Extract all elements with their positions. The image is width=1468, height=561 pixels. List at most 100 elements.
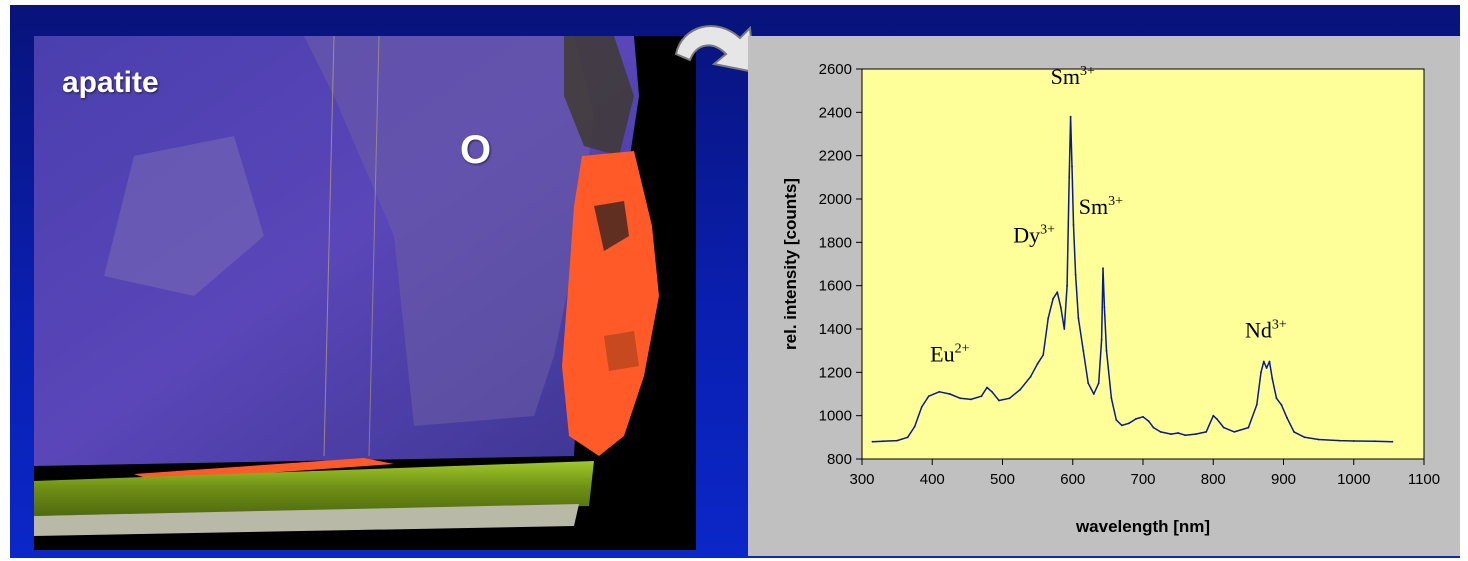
data-point <box>871 440 874 443</box>
data-point <box>1373 440 1376 443</box>
data-point <box>1247 426 1250 429</box>
data-point <box>1102 267 1104 270</box>
peak-label: Nd3+ <box>1245 318 1287 343</box>
data-point <box>1286 416 1288 419</box>
data-point <box>913 425 916 428</box>
data-point <box>1074 273 1077 276</box>
data-point <box>1077 317 1080 320</box>
data-point <box>1128 422 1130 425</box>
x-tick-label: 600 <box>1060 471 1085 488</box>
peak-label: Sm3+ <box>1051 64 1095 89</box>
data-point <box>1071 165 1073 168</box>
peak-label: Dy3+ <box>1013 222 1055 247</box>
data-point <box>1029 375 1032 378</box>
data-point <box>1177 432 1179 434</box>
y-tick-label: 2200 <box>819 148 852 165</box>
peak-label-element: Dy <box>1013 222 1040 247</box>
data-point <box>986 386 988 389</box>
x-tick-label: 900 <box>1271 471 1296 488</box>
x-axis: 300 400 500 600 700 800 900 1000 1100 <box>849 459 1440 488</box>
data-point <box>1147 420 1150 422</box>
data-points <box>871 115 1394 443</box>
data-point <box>927 395 930 398</box>
data-point <box>1105 349 1108 352</box>
data-point <box>1056 291 1059 294</box>
peak-label-charge: 3+ <box>1040 222 1055 237</box>
data-point <box>1087 382 1090 385</box>
data-point <box>1222 426 1225 429</box>
peak-label: Sm3+ <box>1079 194 1123 219</box>
peak-label-charge: 3+ <box>1272 318 1287 333</box>
x-tick-label: 300 <box>849 471 874 488</box>
data-point <box>1205 431 1208 433</box>
data-point <box>1072 224 1075 226</box>
y-axis-label: rel. intensity [counts] <box>781 178 800 350</box>
data-point <box>1036 362 1039 365</box>
y-tick-label: 2400 <box>819 104 852 121</box>
x-tick-label: 1100 <box>1408 471 1440 488</box>
y-tick-label: 1800 <box>819 234 852 251</box>
data-point <box>1233 431 1236 433</box>
data-point <box>938 390 941 393</box>
spectrum-chart: 300 400 500 600 700 800 900 1000 1100 800 1000 120… <box>748 36 1460 556</box>
data-point <box>1100 338 1103 341</box>
x-tick-label: 500 <box>990 471 1015 488</box>
plot-area <box>861 68 1425 460</box>
data-point <box>1212 414 1215 417</box>
peak-label-charge: 3+ <box>1080 64 1095 79</box>
data-point <box>1215 418 1218 420</box>
x-tick-label: 400 <box>920 471 945 488</box>
data-point <box>1317 438 1320 441</box>
data-point <box>1121 424 1123 427</box>
data-point <box>1068 176 1071 179</box>
peak-label-element: Sm <box>1051 64 1080 89</box>
data-point <box>998 399 1000 402</box>
data-point <box>1047 317 1050 320</box>
data-point <box>1255 403 1258 406</box>
chart-svg: 300 400 500 600 700 800 900 1000 1100 800 1000 120… <box>781 61 1440 536</box>
peak-label: Eu2+ <box>930 342 969 367</box>
y-axis: 800 1000 1200 1400 1600 1800 2000 2200 2400 2600 <box>819 61 862 468</box>
data-point <box>948 393 951 395</box>
photo-image <box>34 36 696 550</box>
data-point <box>1280 403 1283 406</box>
peak-label-element: Eu <box>930 342 954 367</box>
apatite-luminescence-photo: apatite O <box>34 36 696 550</box>
data-point <box>1069 115 1072 118</box>
marker-label: O <box>460 128 492 172</box>
y-tick-label: 2000 <box>819 191 852 208</box>
peak-annotations: Eu2+Dy3+Sm3+Sm3+Nd3+ <box>930 64 1287 366</box>
y-tick-label: 1600 <box>819 278 852 295</box>
data-point <box>1159 431 1162 433</box>
data-point <box>1066 284 1068 287</box>
data-point <box>1142 415 1144 418</box>
x-axis-label: wavelength [nm] <box>1075 517 1210 536</box>
data-point <box>1008 397 1011 400</box>
data-point <box>896 439 898 442</box>
data-point <box>1063 328 1066 330</box>
y-tick-label: 800 <box>827 451 852 468</box>
data-point <box>1110 397 1113 400</box>
data-point <box>1103 306 1106 309</box>
data-point <box>1115 419 1118 421</box>
data-point <box>1059 306 1062 309</box>
data-point <box>970 398 972 401</box>
data-point <box>1268 360 1271 363</box>
data-point <box>1152 426 1155 429</box>
y-tick-label: 1400 <box>819 321 852 338</box>
data-point <box>1097 382 1100 385</box>
peak-label-charge: 3+ <box>1108 194 1123 209</box>
data-point <box>1170 433 1172 435</box>
data-point <box>1260 371 1262 374</box>
y-tick-label: 1000 <box>819 408 852 425</box>
data-point <box>991 390 993 393</box>
data-point <box>1194 433 1197 435</box>
data-point <box>1338 439 1341 442</box>
data-point <box>1293 431 1295 433</box>
data-point <box>1019 388 1021 391</box>
data-point <box>1271 377 1274 380</box>
x-tick-label: 700 <box>1130 471 1155 488</box>
data-point <box>920 406 923 408</box>
mineral-label: apatite <box>62 66 159 99</box>
y-tick-label: 2600 <box>819 61 852 78</box>
